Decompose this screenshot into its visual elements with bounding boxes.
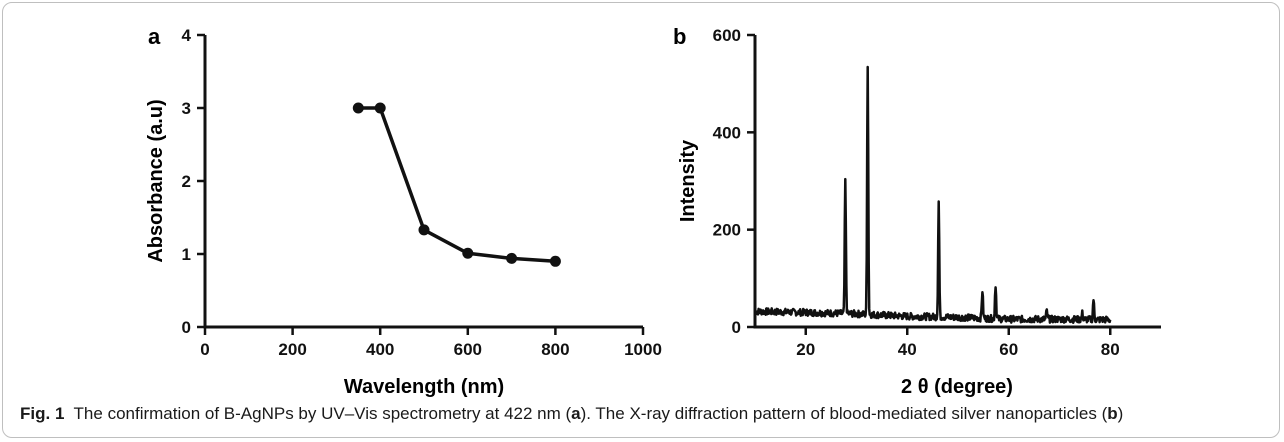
figure-label: Fig. 1: [20, 404, 65, 423]
caption-text-3: ): [1117, 404, 1124, 423]
y-tick-label: 200: [713, 221, 741, 240]
data-point: [549, 255, 561, 267]
y-tick-label: 0: [182, 318, 191, 337]
x-tick-label: 600: [454, 340, 482, 359]
x-tick-label: 20: [796, 340, 815, 359]
panel-b-letter: b: [673, 24, 686, 49]
y-tick-label: 600: [713, 26, 741, 45]
y-tick-label: 4: [182, 26, 192, 45]
x-tick-label: 200: [278, 340, 306, 359]
y-tick-label: 3: [182, 99, 191, 118]
y-tick-label: 1: [182, 245, 191, 264]
panel-b-y-axis-label: Intensity: [677, 139, 699, 222]
x-tick-label: 400: [366, 340, 394, 359]
x-tick-label: 80: [1101, 340, 1120, 359]
caption-text-1: The confirmation of B-AgNPs by UV–Vis sp…: [73, 404, 572, 423]
y-tick-label: 2: [182, 172, 191, 191]
y-tick-label: 400: [713, 123, 741, 142]
panel-b-chart: 20 40 60 80 0 200 400 600: [713, 26, 1161, 359]
x-tick-label: 800: [541, 340, 569, 359]
panel-a-y-axis-label: Absorbance (a.u): [145, 99, 167, 262]
x-tick-label: 1000: [624, 340, 662, 359]
data-point: [352, 102, 364, 114]
xrd-pattern-line: [754, 65, 1112, 324]
data-point: [418, 224, 430, 236]
panel-b-x-axis-label: 2 θ (degree): [901, 376, 1013, 398]
data-point: [462, 247, 474, 259]
y-tick-label: 0: [732, 318, 741, 337]
x-tick-label: 40: [898, 340, 917, 359]
caption-ref-a: a: [571, 404, 581, 423]
panel-a-x-axis-label: Wavelength (nm): [344, 376, 504, 398]
caption-text-2: ). The X-ray diffraction pattern of bloo…: [580, 404, 1108, 423]
x-tick-label: 0: [200, 340, 209, 359]
figure-caption: Fig. 1 The confirmation of B-AgNPs by UV…: [20, 404, 1270, 424]
data-point: [506, 252, 518, 264]
absorbance-series-line: [358, 106, 556, 264]
caption-ref-b: b: [1107, 404, 1118, 423]
panel-a-letter: a: [148, 24, 161, 49]
x-tick-label: 60: [999, 340, 1018, 359]
data-point: [374, 102, 386, 114]
panel-a-chart: 0 200 400 600 800 1000 0 1 2 3 4: [182, 26, 662, 359]
